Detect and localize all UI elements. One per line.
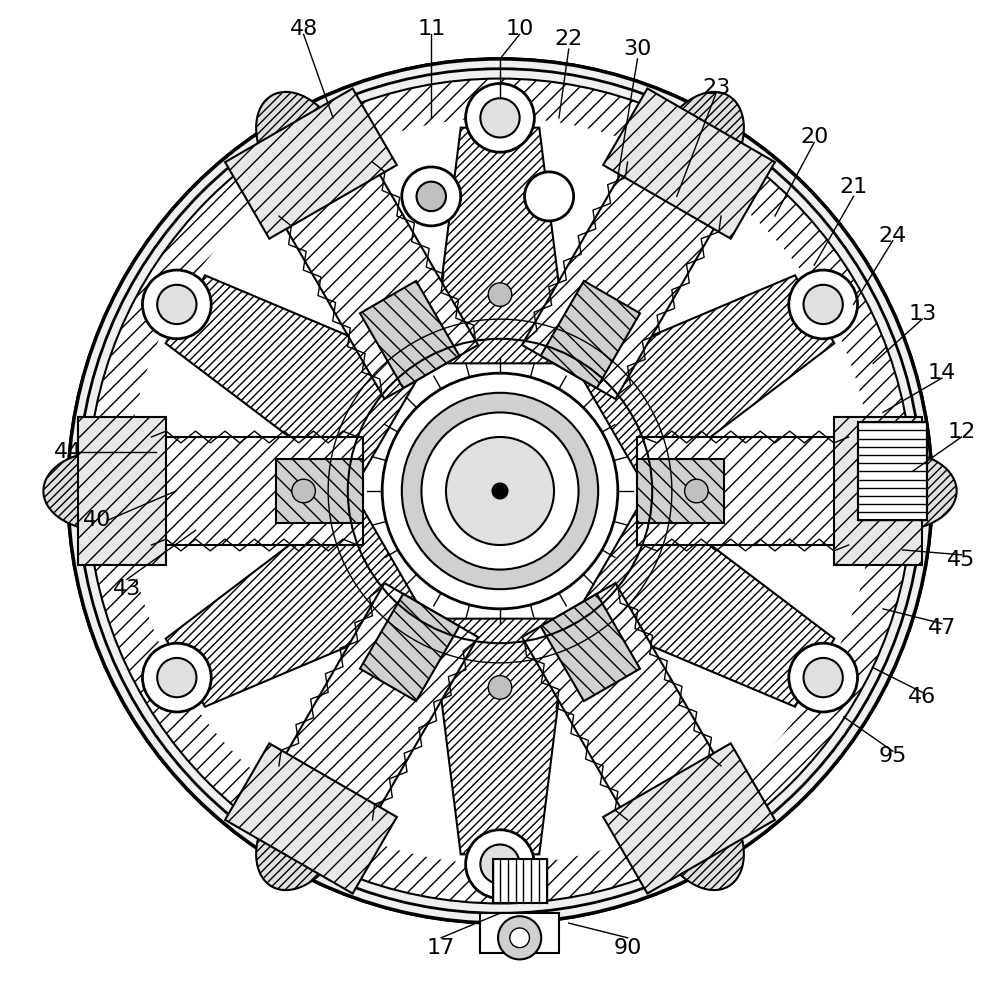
Ellipse shape — [654, 781, 744, 890]
Polygon shape — [431, 128, 569, 363]
Bar — [480, 913, 559, 953]
Circle shape — [157, 285, 196, 324]
Polygon shape — [360, 281, 459, 388]
Text: 10: 10 — [505, 20, 534, 39]
Text: 95: 95 — [879, 746, 907, 766]
Text: 11: 11 — [417, 20, 445, 39]
Polygon shape — [576, 275, 834, 487]
Text: 23: 23 — [702, 79, 730, 98]
Circle shape — [498, 916, 541, 959]
Circle shape — [88, 79, 912, 903]
Circle shape — [488, 283, 512, 306]
Circle shape — [480, 98, 520, 137]
Polygon shape — [603, 88, 775, 239]
Circle shape — [804, 285, 843, 324]
Text: 43: 43 — [113, 579, 141, 599]
Circle shape — [417, 182, 446, 211]
Polygon shape — [166, 495, 424, 707]
Text: 17: 17 — [427, 938, 455, 957]
Circle shape — [446, 437, 554, 545]
Polygon shape — [576, 495, 834, 707]
Polygon shape — [146, 437, 363, 545]
Text: 30: 30 — [623, 39, 652, 59]
Text: 24: 24 — [879, 226, 907, 246]
Text: 14: 14 — [928, 363, 956, 383]
Polygon shape — [541, 594, 640, 701]
Text: 47: 47 — [928, 619, 956, 638]
Text: 90: 90 — [613, 938, 642, 957]
Circle shape — [142, 270, 211, 339]
Ellipse shape — [256, 92, 346, 201]
Circle shape — [292, 479, 315, 503]
Text: 44: 44 — [54, 442, 82, 462]
Circle shape — [142, 643, 211, 712]
Bar — [493, 859, 547, 903]
Circle shape — [402, 393, 598, 589]
Text: 12: 12 — [947, 422, 976, 442]
Polygon shape — [276, 459, 363, 523]
Polygon shape — [276, 158, 478, 399]
Circle shape — [685, 479, 708, 503]
Polygon shape — [834, 417, 922, 565]
Circle shape — [525, 172, 574, 221]
Ellipse shape — [43, 452, 161, 530]
Polygon shape — [522, 583, 724, 824]
Circle shape — [492, 483, 508, 499]
Text: 13: 13 — [908, 304, 936, 324]
Ellipse shape — [839, 452, 957, 530]
Text: 45: 45 — [947, 550, 976, 570]
Text: 40: 40 — [83, 511, 112, 530]
Text: 48: 48 — [289, 20, 318, 39]
Polygon shape — [541, 281, 640, 388]
Circle shape — [127, 118, 873, 864]
Text: 46: 46 — [908, 687, 936, 707]
Polygon shape — [431, 619, 569, 854]
Text: 22: 22 — [555, 29, 583, 49]
Polygon shape — [276, 583, 478, 824]
Circle shape — [789, 643, 858, 712]
Circle shape — [382, 373, 618, 609]
Bar — [858, 422, 927, 520]
Polygon shape — [225, 743, 397, 894]
Circle shape — [488, 676, 512, 699]
Polygon shape — [637, 437, 854, 545]
Polygon shape — [166, 275, 424, 487]
Text: 20: 20 — [800, 128, 828, 147]
Ellipse shape — [256, 781, 346, 890]
Polygon shape — [360, 594, 459, 701]
Circle shape — [804, 658, 843, 697]
Circle shape — [510, 928, 529, 948]
Circle shape — [68, 59, 932, 923]
Circle shape — [157, 658, 196, 697]
Circle shape — [68, 59, 932, 923]
Circle shape — [466, 830, 534, 899]
Polygon shape — [78, 417, 166, 565]
Circle shape — [421, 412, 579, 570]
Polygon shape — [522, 158, 724, 399]
Polygon shape — [603, 743, 775, 894]
Circle shape — [466, 83, 534, 152]
Polygon shape — [225, 88, 397, 239]
Circle shape — [107, 98, 893, 884]
Ellipse shape — [654, 92, 744, 201]
Polygon shape — [637, 459, 724, 523]
Circle shape — [789, 270, 858, 339]
Circle shape — [480, 845, 520, 884]
Text: 21: 21 — [839, 177, 868, 196]
Circle shape — [402, 167, 461, 226]
